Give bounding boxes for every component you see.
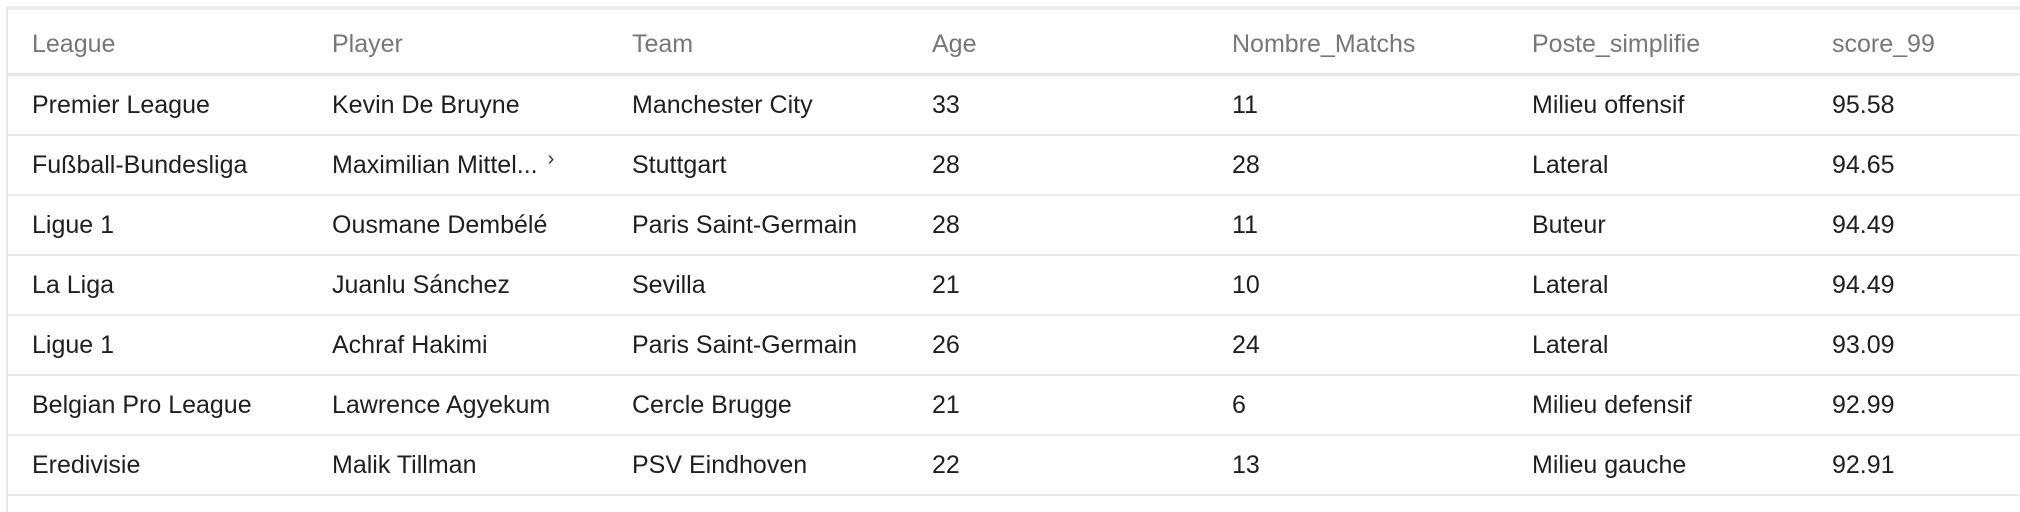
cell-age: 26 [932,331,960,359]
cell-player-text: Maximilian Mittel... [332,151,538,179]
column-header-player[interactable]: Player [332,29,403,58]
cell-league: Fußball-Bundesliga [32,151,248,179]
cell-score-99: 92.99 [1832,391,1895,419]
cell-league: Eredivisie [32,451,141,479]
cell-score-99: 95.58 [1832,91,1895,119]
cell-league: La Liga [32,271,115,299]
table-header-row: League Player Team Age Nombre_Matchs Pos… [8,10,2020,76]
cell-player: Juanlu Sánchez [332,271,510,299]
cell-poste-simplifie: Milieu defensif [1532,391,1692,419]
cell-nombre-matchs: 28 [1232,151,1260,179]
cell-league: Ligue 1 [32,211,115,239]
cell-age: 28 [932,211,960,239]
cell-score-99: 94.49 [1832,211,1895,239]
cell-score-99: 92.91 [1832,451,1895,479]
cell-poste-simplifie: Milieu gauche [1532,451,1687,479]
cell-nombre-matchs: 24 [1232,331,1260,359]
table-row[interactable]: Ligue 1 Achraf Hakimi Paris Saint-Germai… [8,316,2020,376]
table-row[interactable]: Ligue 1 Ousmane Dembélé Paris Saint-Germ… [8,196,2020,256]
cell-nombre-matchs: 13 [1232,451,1260,479]
column-header-nombre-matchs[interactable]: Nombre_Matchs [1232,29,1416,58]
column-header-age[interactable]: Age [932,29,977,58]
cell-team: Cercle Brugge [632,391,792,419]
cell-poste-simplifie: Lateral [1532,151,1609,179]
table-row[interactable]: Eredivisie Malik Tillman PSV Eindhoven 2… [8,436,2020,496]
cell-age: 28 [932,151,960,179]
cell-age: 33 [932,91,960,119]
cell-poste-simplifie: Buteur [1532,211,1606,239]
table-row[interactable]: La Liga Juanlu Sánchez Sevilla 21 10 Lat… [8,256,2020,316]
chevron-right-icon[interactable]: › [547,150,555,170]
cell-league: Premier League [32,91,210,119]
data-table: League Player Team Age Nombre_Matchs Pos… [8,10,2020,496]
table-row[interactable]: Fußball-Bundesliga Maximilian Mittel... … [8,136,2020,196]
cell-age: 22 [932,451,960,479]
cell-score-99: 93.09 [1832,331,1895,359]
cell-player: Lawrence Agyekum [332,391,551,419]
cell-player: Kevin De Bruyne [332,91,520,119]
column-header-league[interactable]: League [32,29,116,58]
cell-nombre-matchs: 10 [1232,271,1260,299]
cell-poste-simplifie: Lateral [1532,331,1609,359]
cell-nombre-matchs: 11 [1232,91,1258,119]
cell-score-99: 94.65 [1832,151,1895,179]
table-row[interactable]: Premier League Kevin De Bruyne Mancheste… [8,76,2020,136]
data-table-frame: League Player Team Age Nombre_Matchs Pos… [6,6,2020,512]
cell-poste-simplifie: Milieu offensif [1532,91,1685,119]
column-header-score-99[interactable]: score_99 [1832,29,1935,58]
cell-nombre-matchs: 11 [1232,211,1258,239]
column-header-poste-simplifie[interactable]: Poste_simplifie [1532,29,1701,58]
player-cell-content: Maximilian Mittel... › [332,150,554,180]
cell-team: Paris Saint-Germain [632,211,858,239]
cell-age: 21 [932,391,960,419]
cell-team: Paris Saint-Germain [632,331,858,359]
cell-team: Stuttgart [632,151,727,179]
cell-team: Manchester City [632,91,813,119]
cell-player: Ousmane Dembélé [332,211,548,239]
column-header-team[interactable]: Team [632,29,694,58]
cell-age: 21 [932,271,960,299]
cell-player: Maximilian Mittel... › [308,150,608,180]
cell-nombre-matchs: 6 [1232,391,1246,419]
cell-player: Malik Tillman [332,451,477,479]
cell-poste-simplifie: Lateral [1532,271,1609,299]
cell-team: PSV Eindhoven [632,451,808,479]
cell-player: Achraf Hakimi [332,331,488,359]
cell-league: Belgian Pro League [32,391,252,419]
cell-score-99: 94.49 [1832,271,1895,299]
cell-league: Ligue 1 [32,331,115,359]
table-row[interactable]: Belgian Pro League Lawrence Agyekum Cerc… [8,376,2020,436]
cell-team: Sevilla [632,271,706,299]
